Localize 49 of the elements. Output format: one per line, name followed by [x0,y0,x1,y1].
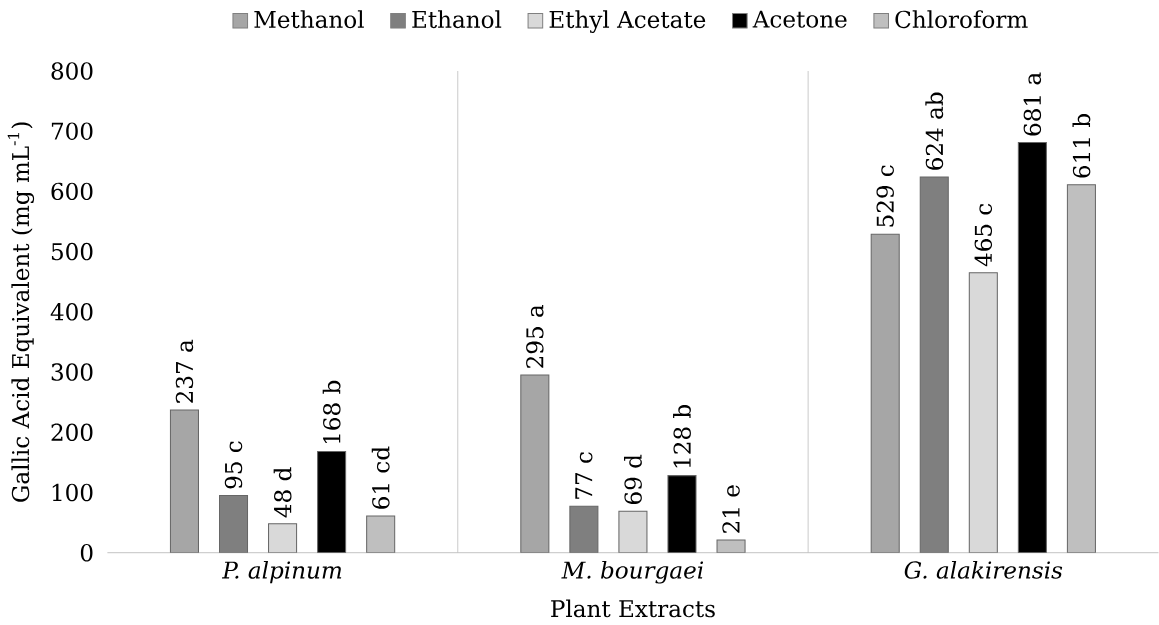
bar [870,233,900,553]
y-tick-label: 100 [52,483,93,502]
y-tick-label: 400 [50,303,93,321]
data-label: 465 c [974,203,993,267]
data-label: 95 c [224,441,243,489]
y-tick-label: 500 [51,242,93,261]
bar [366,515,396,553]
bar [569,505,599,553]
bar [618,510,648,553]
bar [1017,142,1047,553]
data-label: 295 a [526,304,544,368]
x-tick-label: M. bourgaei [561,560,704,584]
bar [1066,184,1096,553]
bar [317,451,347,553]
y-tick-label: 300 [51,363,93,381]
bar [968,272,998,553]
data-label: 128 b [673,404,691,468]
x-tick-label: G. alakirensis [904,560,1063,579]
bar [218,494,249,553]
y-tick-label: 600 [51,182,93,201]
y-tick-label: 200 [51,423,93,441]
legend-label: Acetone [752,10,847,28]
legend-label: Ethanol [412,10,502,29]
bar [667,475,697,553]
legend-label: Methanol [254,10,364,29]
bar [919,176,949,553]
y-axis-title: Gallic Acid Equivalent (mg mL$^{-1}$) [7,122,35,502]
data-label: 168 b [322,380,341,444]
y-tick-label: 0 [80,543,93,562]
x-axis-title: Plant Extracts [551,599,715,618]
data-label: 48 d [273,467,292,518]
bar [716,539,746,553]
bar [169,409,199,553]
legend-label: Chloroform [895,10,1028,29]
data-label: 21 e [722,485,740,533]
bar [268,523,298,553]
y-tick-label: 700 [51,122,93,140]
bar [520,374,550,553]
data-label: 529 c [876,165,894,227]
data-label: 624 ab [925,92,944,170]
data-label: 69 d [624,454,642,504]
data-label: 237 a [175,339,194,403]
legend-label: Ethyl Acetate [549,10,706,33]
x-tick-label: P. alpinum [221,560,342,584]
data-label: 77 c [575,452,593,499]
data-label: 611 b [1072,114,1091,178]
y-tick-label: 800 [51,62,93,80]
data-label: 681 a [1023,72,1042,136]
data-label: 61 cd [371,446,390,509]
